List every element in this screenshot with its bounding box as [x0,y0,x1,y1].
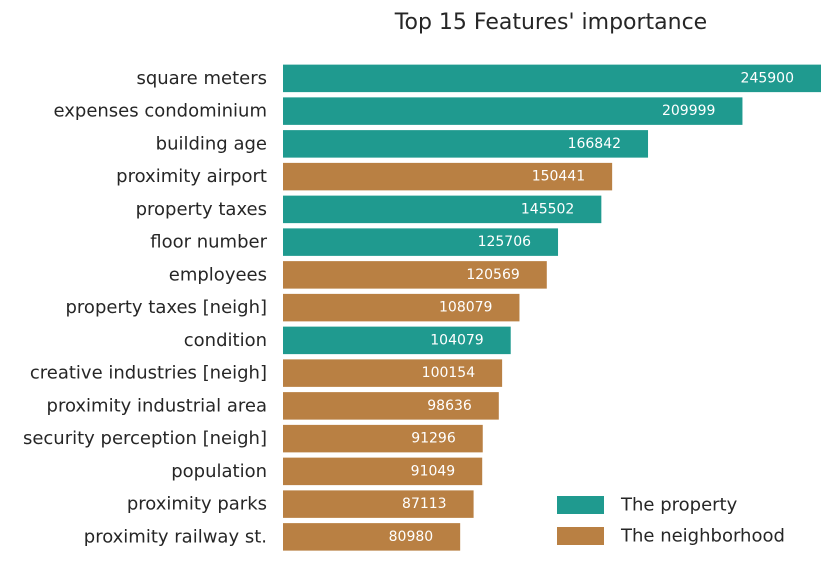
category-label: building age [156,133,267,154]
bar [283,228,559,256]
bar [283,359,503,387]
bars-group: square meters 245900 expenses condominium 2… [23,64,821,551]
value-label: 80980 [389,529,434,545]
bar [283,195,602,224]
bar [283,162,613,191]
bar [283,97,743,125]
category-label: expenses condominium [53,101,267,122]
value-label: 166842 [568,136,621,152]
category-label: employees [169,264,267,285]
category-label: proximity airport [116,166,267,187]
category-label: creative industries [neigh] [30,363,267,384]
category-label: property taxes [neigh] [66,297,268,318]
bar [283,261,547,289]
value-label: 108079 [439,300,492,316]
bar [283,424,483,453]
bar [283,326,511,355]
value-label: 120569 [466,267,519,283]
legend-label: The neighborhood [620,526,785,547]
value-label: 150441 [532,169,585,185]
bar [283,130,649,158]
bar [283,293,520,322]
bar [283,490,474,518]
bar [283,523,461,551]
legend-swatch [557,527,604,545]
legend-swatch [557,496,604,514]
legend-label: The property [620,495,738,516]
category-label: floor number [150,232,267,253]
bar [283,392,499,420]
legend: The property The neighborhood [557,495,785,547]
category-label: proximity railway st. [84,526,267,547]
value-label: 98636 [427,398,472,414]
value-label: 145502 [521,201,574,217]
value-label: 104079 [430,332,483,348]
category-label: property taxes [136,199,267,220]
category-label: proximity parks [127,494,267,515]
bar [283,457,483,486]
value-label: 91049 [411,463,456,479]
value-label: 125706 [478,234,532,250]
category-label: condition [184,330,267,351]
chart-title: Top 15 Features' importance [394,10,707,35]
category-label: security perception [neigh] [23,428,267,449]
value-label: 100154 [422,365,476,381]
category-label: population [171,461,267,482]
value-label: 245900 [741,70,794,86]
category-label: square meters [136,68,267,89]
bar [283,64,821,93]
value-label: 91296 [411,431,456,447]
value-label: 209999 [662,103,715,119]
value-label: 87113 [402,496,447,512]
category-label: proximity industrial area [47,395,267,416]
